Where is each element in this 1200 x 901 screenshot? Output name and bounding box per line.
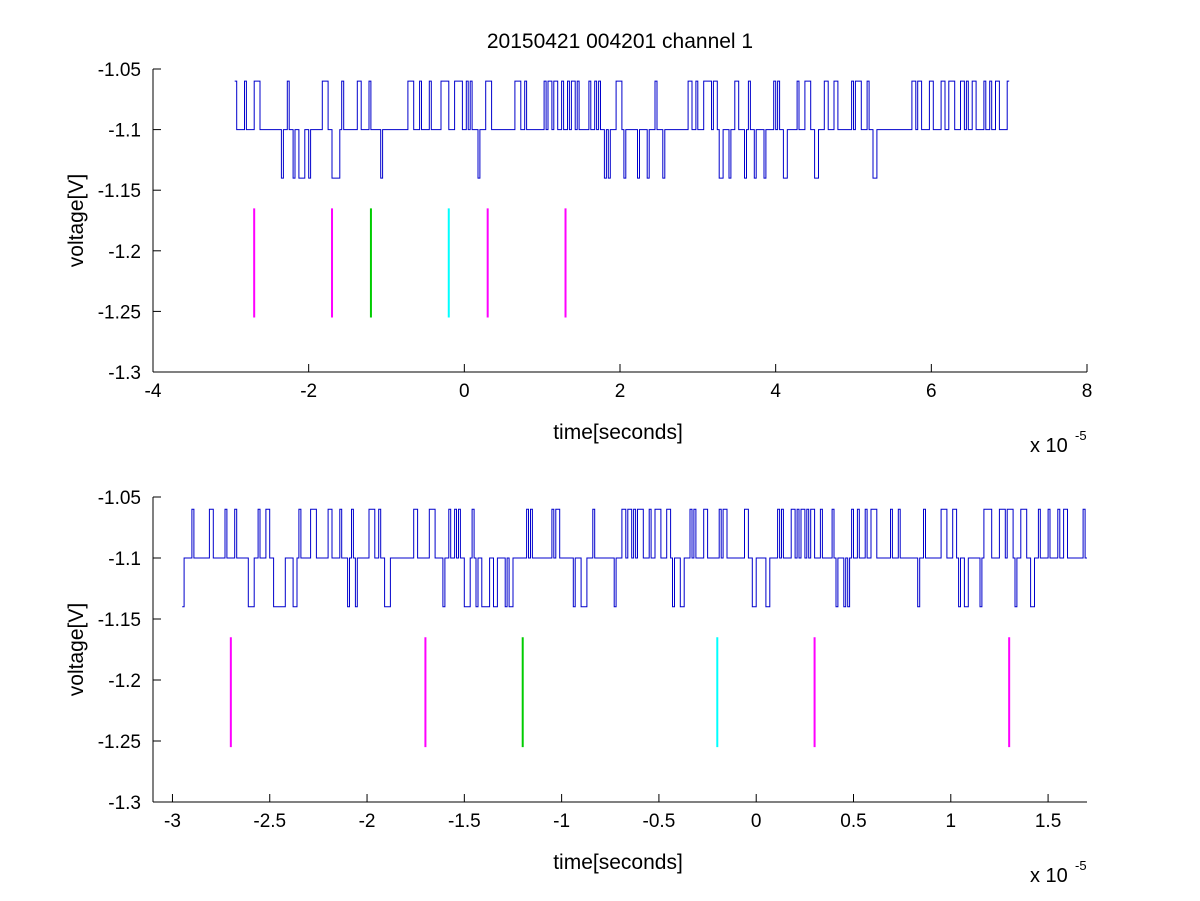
x-tick-label: 0 (751, 811, 762, 832)
y-tick-label: -1.1 (108, 549, 141, 570)
y-tick-label: -1.15 (98, 181, 141, 202)
y-tick-label: -1.25 (98, 732, 141, 753)
signal-trace (182, 508, 1087, 608)
y-tick-label: -1.05 (98, 488, 141, 509)
signal-trace (234, 80, 1010, 179)
x-tick-label: -2 (300, 381, 317, 402)
x-axis-multiplier-exponent: -5 (1075, 428, 1087, 443)
x-axis-label: time[seconds] (553, 851, 683, 874)
y-tick-label: -1.2 (108, 242, 141, 263)
x-tick-label: -1.5 (448, 811, 481, 832)
x-tick-label: 1.5 (1035, 811, 1061, 832)
x-tick-label: 4 (770, 381, 781, 402)
top-plot: -4 -2 0 2 4 6 8 -1.05 -1.1 -1.15 -1.2 -1.25 -1.3 time… (65, 60, 1092, 457)
y-tick-label: -1.15 (98, 610, 141, 631)
x-tick-label: 2 (615, 381, 626, 402)
x-tick-label: 8 (1082, 381, 1093, 402)
y-tick-label: -1.25 (98, 302, 141, 323)
x-tick-label: 6 (926, 381, 937, 402)
y-tick-label: -1.2 (108, 671, 141, 692)
x-tick-label: 0 (459, 381, 470, 402)
y-tick-label: -1.1 (108, 121, 141, 142)
x-axis-multiplier: x 10 (1030, 435, 1068, 457)
x-tick-label: 1 (946, 811, 957, 832)
x-tick-label: -2.5 (253, 811, 286, 832)
x-axis-label: time[seconds] (553, 421, 683, 444)
x-tick-label: 0.5 (840, 811, 866, 832)
x-tick-label: -4 (145, 381, 162, 402)
y-tick-label: -1.3 (108, 363, 141, 384)
y-tick-label: -1.05 (98, 60, 141, 81)
x-axis-multiplier: x 10 (1030, 865, 1068, 887)
y-axis-label: voltage[V] (65, 603, 88, 696)
x-tick-label: -3 (164, 811, 181, 832)
y-axis-label: voltage[V] (65, 174, 88, 267)
y-tick-label: -1.3 (108, 793, 141, 814)
x-axis-multiplier-exponent: -5 (1075, 858, 1087, 873)
x-tick-label: -2 (359, 811, 376, 832)
x-tick-label: -1 (553, 811, 570, 832)
bottom-plot: -3 -2.5 -2 -1.5 -1 -0.5 0 0.5 1 1.5 -1.05 -1.1 -1.15… (65, 488, 1087, 887)
x-tick-label: -0.5 (643, 811, 676, 832)
chart-title: 20150421 004201 channel 1 (487, 30, 753, 53)
